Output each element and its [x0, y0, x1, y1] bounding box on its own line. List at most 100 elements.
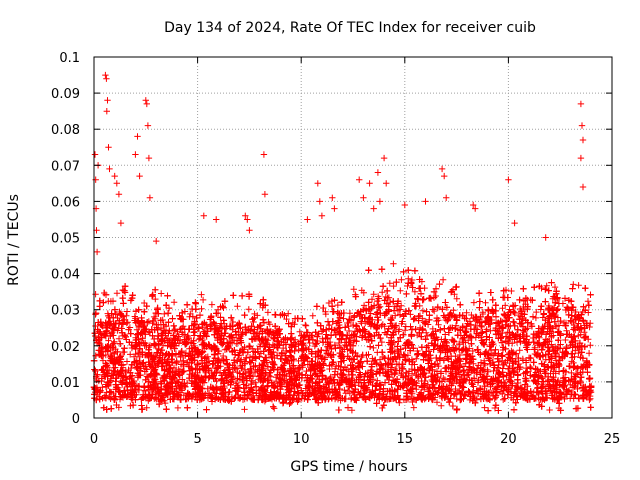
data-point	[267, 373, 274, 380]
data-point	[577, 331, 584, 338]
data-point	[174, 404, 182, 412]
data-point	[325, 299, 333, 307]
data-point	[453, 295, 460, 302]
data-point	[470, 299, 478, 306]
data-point	[370, 291, 377, 298]
data-point	[123, 358, 131, 365]
data-point	[516, 347, 523, 354]
data-point	[425, 367, 433, 374]
data-point	[379, 353, 387, 361]
data-point	[162, 399, 169, 407]
data-point	[397, 287, 404, 294]
data-point	[378, 322, 385, 330]
data-point	[411, 288, 419, 295]
data-point	[463, 309, 470, 316]
data-point	[338, 336, 345, 343]
data-point	[568, 369, 575, 377]
data-point	[170, 299, 178, 306]
data-point	[99, 384, 106, 391]
data-point	[398, 276, 405, 283]
data-point	[341, 339, 348, 346]
data-point	[345, 327, 353, 335]
data-point	[127, 351, 134, 358]
data-point	[554, 314, 562, 321]
data-point	[189, 313, 196, 320]
data-point	[292, 336, 299, 343]
data-point	[546, 406, 553, 414]
data-point	[451, 291, 458, 298]
data-point	[567, 381, 574, 388]
data-point	[366, 331, 374, 338]
data-point	[510, 318, 517, 325]
data-point	[448, 352, 455, 360]
data-point	[543, 282, 550, 289]
data-point	[107, 318, 114, 325]
data-point	[368, 296, 376, 303]
data-point	[379, 289, 386, 296]
data-point	[145, 318, 152, 325]
data-point	[378, 338, 385, 346]
data-point	[235, 325, 242, 332]
data-point	[252, 379, 259, 386]
data-point	[462, 355, 469, 362]
data-point	[482, 299, 489, 306]
data-point	[290, 362, 297, 369]
data-point	[181, 308, 189, 315]
data-point	[456, 387, 463, 394]
data-point	[98, 322, 105, 329]
data-point	[438, 402, 445, 409]
data-point	[390, 260, 397, 267]
data-point	[161, 356, 168, 363]
data-point	[322, 310, 329, 318]
data-point	[335, 325, 342, 332]
data-point	[346, 310, 354, 317]
data-point	[433, 399, 441, 406]
data-point	[335, 339, 343, 347]
data-point	[413, 355, 420, 362]
data-point	[309, 312, 316, 319]
data-point	[211, 389, 218, 396]
data-point	[152, 295, 159, 303]
data-point	[536, 334, 543, 341]
data-point	[302, 322, 310, 329]
data-point	[360, 289, 367, 296]
data-point	[271, 405, 278, 412]
data-point	[161, 310, 168, 318]
data-point	[92, 291, 99, 298]
data-point	[199, 296, 207, 304]
data-point	[570, 281, 577, 288]
data-point	[484, 368, 492, 375]
data-point	[340, 315, 347, 322]
data-point	[575, 344, 582, 351]
data-point	[491, 395, 498, 402]
data-point	[575, 349, 582, 357]
data-point	[337, 344, 345, 352]
data-point	[398, 302, 405, 309]
data-point	[571, 313, 578, 320]
data-point	[379, 321, 386, 328]
data-point	[434, 303, 441, 311]
data-point	[150, 313, 158, 321]
data-point	[198, 291, 205, 298]
data-point	[469, 347, 476, 355]
data-point	[302, 321, 309, 329]
data-point	[280, 344, 287, 352]
data-point	[264, 309, 272, 316]
data-point	[575, 320, 582, 327]
data-point	[92, 322, 99, 330]
data-point	[105, 337, 112, 344]
data-point	[350, 286, 357, 293]
data-point	[221, 346, 229, 353]
data-point	[245, 306, 252, 313]
data-point	[127, 402, 134, 409]
data-point	[551, 283, 559, 291]
data-point	[170, 364, 178, 371]
data-point	[533, 308, 540, 316]
data-point	[391, 303, 399, 310]
data-point	[562, 336, 569, 344]
data-point	[532, 314, 540, 322]
data-point	[387, 299, 394, 306]
data-point	[374, 377, 381, 384]
data-point	[587, 395, 594, 402]
data-point	[367, 310, 374, 317]
